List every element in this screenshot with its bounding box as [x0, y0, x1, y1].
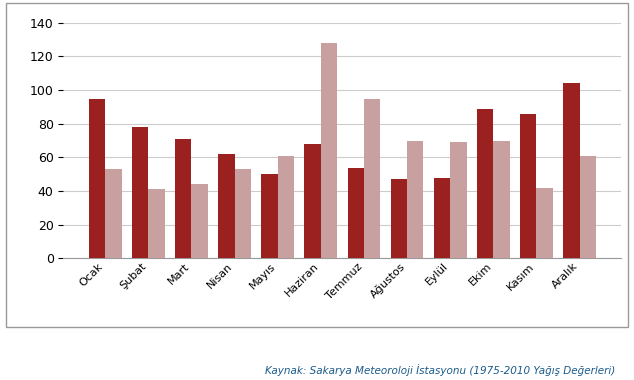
Bar — [391, 179, 407, 258]
Bar — [347, 168, 364, 258]
Bar — [148, 189, 165, 258]
Bar — [364, 98, 380, 258]
Bar — [105, 169, 122, 258]
Bar — [536, 188, 553, 258]
Bar — [563, 83, 579, 258]
Text: Kaynak: Sakarya Meteoroloji İstasyonu (1975-2010 Yağış Değerleri): Kaynak: Sakarya Meteoroloji İstasyonu (1… — [265, 364, 615, 376]
Bar — [321, 43, 337, 258]
Bar — [579, 156, 596, 258]
Bar — [450, 142, 467, 258]
Bar — [132, 127, 148, 258]
Bar — [520, 114, 536, 258]
Bar — [191, 184, 208, 258]
Bar — [278, 156, 294, 258]
Bar — [235, 169, 251, 258]
Bar — [261, 174, 278, 258]
Bar — [218, 154, 235, 258]
Bar — [304, 144, 321, 258]
Bar — [434, 177, 450, 258]
Bar — [175, 139, 191, 258]
Bar — [493, 141, 510, 258]
Bar — [89, 98, 105, 258]
Bar — [477, 109, 493, 258]
Bar — [407, 141, 424, 258]
